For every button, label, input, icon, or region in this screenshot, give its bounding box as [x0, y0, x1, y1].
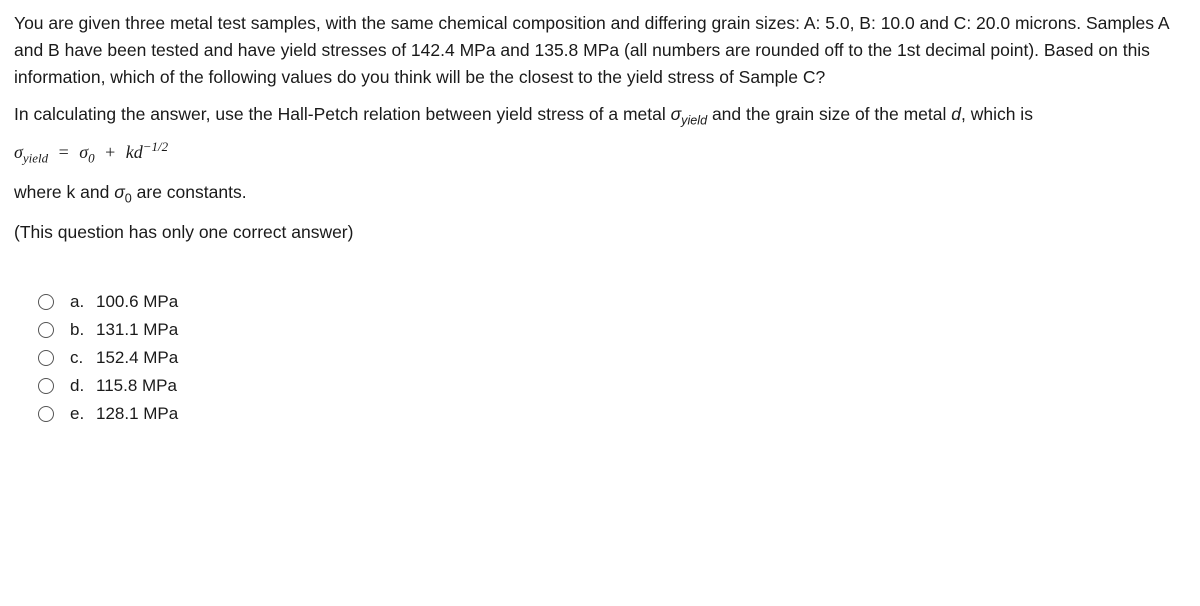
radio-icon[interactable] [38, 406, 54, 422]
eq-k: k [126, 142, 134, 162]
option-letter: d. [70, 373, 96, 399]
radio-icon[interactable] [38, 350, 54, 366]
radio-icon[interactable] [38, 322, 54, 338]
eq-d: d [134, 142, 143, 162]
sigma-subscript: yield [681, 114, 707, 128]
option-text: 100.6 MPa [96, 289, 178, 315]
eq-exp: −1/2 [143, 139, 168, 154]
p2-pre: In calculating the answer, use the Hall-… [14, 104, 671, 124]
option-letter: a. [70, 289, 96, 315]
option-letter: c. [70, 345, 96, 371]
option-a[interactable]: a. 100.6 MPa [38, 288, 1186, 316]
d-symbol: d [951, 104, 961, 124]
sigma-symbol: σ [671, 104, 682, 124]
option-text: 115.8 MPa [96, 373, 177, 399]
option-letter: b. [70, 317, 96, 343]
hall-petch-equation: σyield = σ0 + kd−1/2 [14, 137, 1186, 169]
eq-equals: = [53, 142, 75, 162]
option-c[interactable]: c. 152.4 MPa [38, 344, 1186, 372]
p2-post: , which is [961, 104, 1033, 124]
question-paragraph-3: where k and σ0 are constants. [14, 179, 1186, 209]
option-d[interactable]: d. 115.8 MPa [38, 372, 1186, 400]
eq-sigma-sub: yield [23, 151, 48, 166]
question-page: You are given three metal test samples, … [0, 0, 1200, 442]
radio-icon[interactable] [38, 294, 54, 310]
answer-options: a. 100.6 MPa b. 131.1 MPa c. 152.4 MPa d… [14, 288, 1186, 428]
p3-sigma: σ [114, 182, 125, 202]
p3-pre: where k and [14, 182, 114, 202]
eq-sigma: σ [14, 142, 23, 162]
question-paragraph-2: In calculating the answer, use the Hall-… [14, 101, 1186, 131]
option-letter: e. [70, 401, 96, 427]
eq-sigma0: σ [79, 142, 88, 162]
p2-mid: and the grain size of the metal [707, 104, 951, 124]
p3-post: are constants. [132, 182, 247, 202]
eq-sigma0-sub: 0 [88, 151, 94, 166]
question-paragraph-1: You are given three metal test samples, … [14, 10, 1186, 91]
eq-plus: + [99, 142, 121, 162]
radio-icon[interactable] [38, 378, 54, 394]
p3-sigma-sub: 0 [125, 192, 132, 206]
question-paragraph-4: (This question has only one correct answ… [14, 219, 1186, 246]
option-text: 152.4 MPa [96, 345, 178, 371]
option-text: 128.1 MPa [96, 401, 178, 427]
option-b[interactable]: b. 131.1 MPa [38, 316, 1186, 344]
option-text: 131.1 MPa [96, 317, 178, 343]
option-e[interactable]: e. 128.1 MPa [38, 400, 1186, 428]
